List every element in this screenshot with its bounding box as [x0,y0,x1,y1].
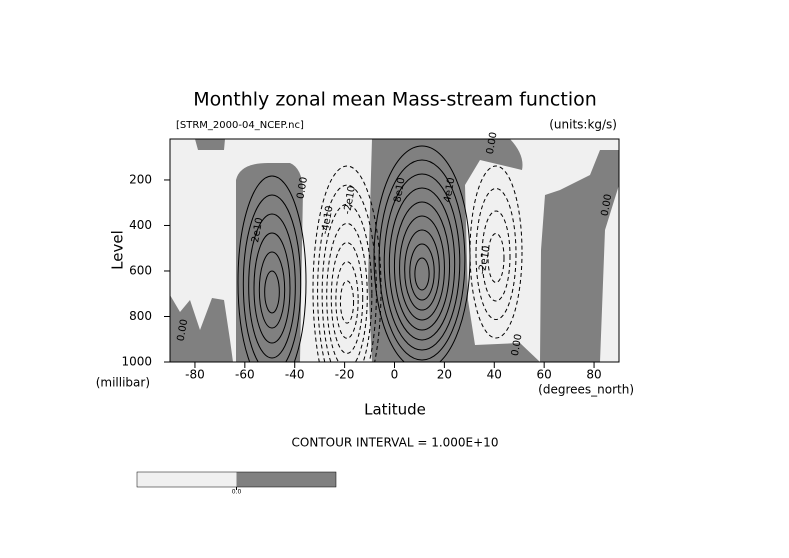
contour-line [475,188,517,320]
contour-label: -4e10 [320,205,336,235]
shaded-region [236,163,303,362]
contour-line [404,229,440,311]
x-tick-label: -20 [335,368,355,382]
contour-label: 0.00 [485,131,500,155]
x-tick-label: 0 [391,368,399,382]
x-tick-label: -40 [285,368,305,382]
contour-label: 4e10 [442,177,457,204]
contour-line [237,175,307,362]
x-tick-label: 60 [537,368,552,382]
contour-line [469,165,523,339]
plot-area [170,139,619,362]
colorbar-tick-label: 0.0 [232,489,242,496]
shaded-region [170,295,233,362]
y-tick-label: 1000 [121,355,152,369]
chart-title: Monthly zonal mean Mass-stream function [193,89,597,111]
x-axis-label: Latitude [364,401,426,419]
subtitle: [STRM_2000-04_NCEP.nc] [176,120,304,131]
contour-line [253,232,291,344]
contour-label: -2e10 [342,185,358,215]
contour-label: 8e10 [392,177,407,204]
contour-line [481,210,511,302]
contour-line [330,242,364,354]
contour-label: 0.00 [510,333,525,357]
contour-label: -2e10 [477,245,493,275]
colorbar-swatch [137,472,237,487]
contour-label: 2e10 [250,217,265,244]
contour-line [339,280,355,324]
contour-line [487,233,505,283]
contour-line [393,201,451,331]
contour-line [242,194,302,362]
x-unit: (degrees_north) [538,383,634,397]
shaded-region [195,139,225,150]
contour-label: 0.00 [295,176,310,200]
contour-line [335,261,359,339]
contour-line [321,203,373,362]
contour-line [248,213,296,359]
contour-line [409,243,435,301]
y-tick-label: 800 [129,309,152,323]
contour-line [388,187,456,341]
contour-line [378,159,466,361]
x-tick-label: 80 [586,368,601,382]
contour-interval: CONTOUR INTERVAL = 1.000E+10 [292,436,499,450]
units: (units:kg/s) [549,118,617,132]
contour-label: 0.00 [600,193,615,217]
contour-line [326,222,368,362]
shaded-region [540,150,619,362]
y-axis-label: Level [109,230,127,270]
colorbar-swatch [236,472,336,487]
contour-line [414,257,430,291]
x-tick-label: -80 [185,368,205,382]
x-tick-label: 40 [487,368,502,382]
contour-line [383,173,461,351]
y-tick-label: 600 [129,263,152,277]
x-tick-label: -60 [235,368,255,382]
contour-line [258,251,286,329]
y-tick-label: 200 [129,172,152,186]
contour-line [399,215,445,321]
y-tick-label: 400 [129,218,152,232]
x-tick-label: 20 [437,368,452,382]
contour-label: 0.00 [176,318,191,342]
contour-line [264,270,280,314]
y-unit: (millibar) [96,376,150,390]
colorbar: 0.0 [136,471,337,496]
